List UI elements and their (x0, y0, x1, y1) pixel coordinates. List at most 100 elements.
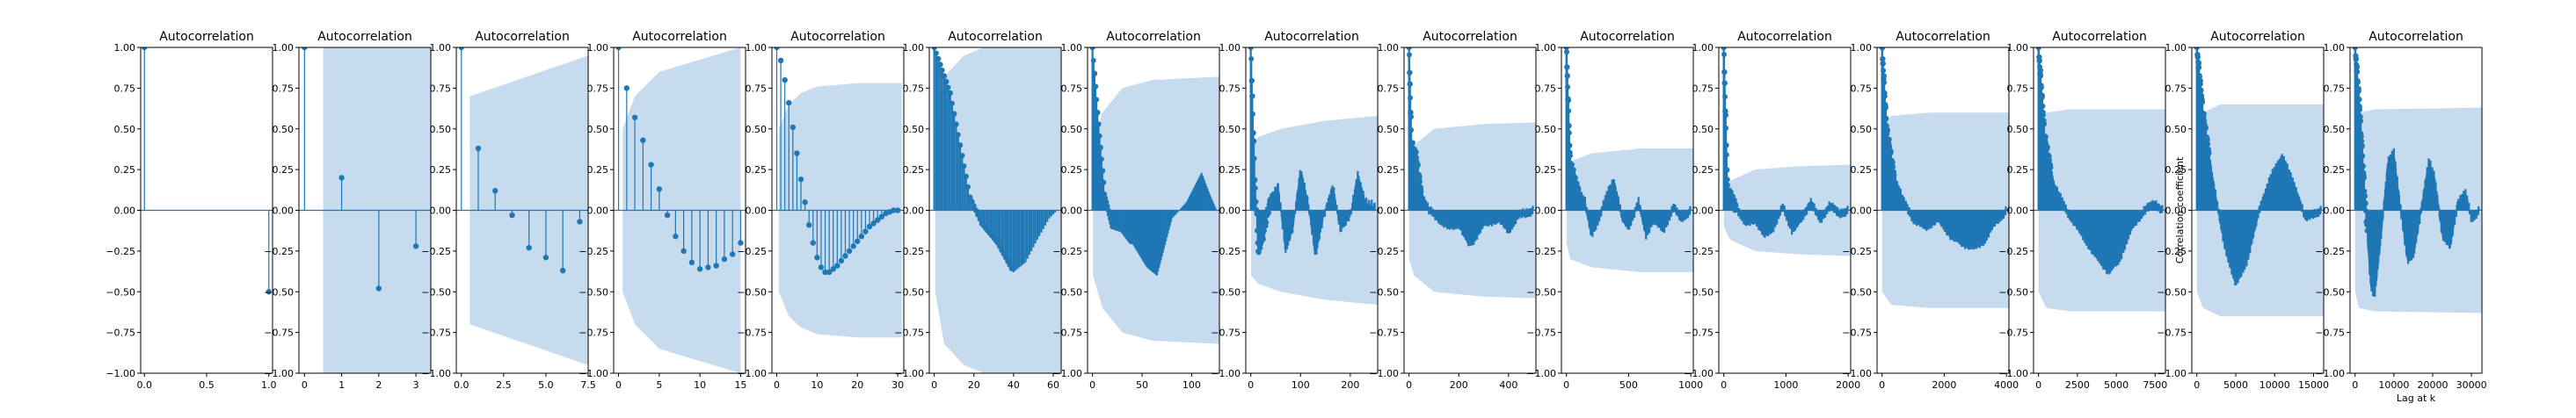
stem-marker (1097, 144, 1103, 150)
stem-marker (1408, 110, 1414, 116)
stem-marker (969, 198, 975, 205)
stem-marker (2196, 64, 2202, 70)
x-tick-label: 2000 (1836, 379, 1860, 391)
stem-marker (1252, 177, 1258, 183)
x-tick-label: 50 (1136, 379, 1148, 391)
x-tick-label: 400 (1499, 379, 1517, 391)
stem-marker (951, 111, 957, 117)
stem-marker (794, 150, 800, 156)
y-tick-label: −0.25 (894, 246, 924, 257)
stem-marker (1250, 130, 1256, 136)
stem-marker (1732, 207, 1738, 213)
stem-marker (1880, 47, 1886, 51)
x-tick-label: 1.0 (261, 379, 277, 391)
stem-marker (961, 163, 967, 169)
x-tick-label: 4000 (1994, 379, 2019, 391)
stem-marker (1564, 49, 1570, 55)
stem-marker (806, 221, 812, 228)
y-tick-label: 0.00 (903, 205, 925, 217)
panel-title: Autocorrelation (1423, 30, 1517, 44)
acf-panel-2: Autocorrelation1.000.750.500.250.00−0.25… (264, 30, 432, 391)
stem-marker (822, 269, 828, 276)
y-tick-label: −1.00 (1998, 368, 2028, 379)
stem-marker (1408, 113, 1414, 119)
panel-title: Autocorrelation (2052, 30, 2147, 44)
y-tick-label: 0.50 (587, 124, 609, 135)
stem-marker (2356, 97, 2362, 103)
stem-marker (631, 114, 638, 120)
y-tick-label: 0.50 (2007, 124, 2029, 135)
stem-marker (1881, 79, 1888, 85)
stem-marker (1407, 52, 1413, 58)
y-tick-label: 0.75 (1219, 83, 1241, 94)
y-tick-label: −0.50 (1684, 286, 1714, 298)
stem-marker (1267, 196, 1273, 202)
stem-marker (1723, 152, 1729, 158)
stem-marker (850, 243, 856, 249)
y-tick-label: −1.00 (1052, 368, 1082, 379)
stem-marker (2040, 103, 2046, 109)
stem-marker (1564, 73, 1570, 79)
stem-marker (526, 244, 532, 251)
y-tick-label: 1.00 (114, 42, 136, 54)
stem-marker (1881, 68, 1887, 74)
stem-marker (973, 207, 979, 213)
y-tick-label: 0.50 (114, 124, 136, 135)
stem-marker (2194, 54, 2201, 61)
stem-marker (1248, 55, 1255, 61)
y-tick-label: −0.50 (421, 286, 451, 298)
panel-title: Autocorrelation (632, 30, 727, 44)
y-tick-label: −0.75 (1684, 328, 1714, 339)
y-tick-label: 0.50 (1851, 124, 1873, 135)
stem-marker (2041, 121, 2048, 127)
stem-marker (688, 259, 695, 266)
acf-panel-14: Autocorrelation 1.00 0.75 0.50 0.25 0.00 −0.25… (2157, 30, 2329, 391)
panel-title: Autocorrelation (1106, 30, 1201, 44)
stem-marker (1416, 174, 1423, 180)
y-tick-label: −1.00 (1526, 368, 1556, 379)
stem-marker (1733, 203, 1739, 209)
acf-panel-3: Autocorrelation 1.00 0.75 0.50 0.25 0.00 −0.25… (421, 30, 595, 391)
x-tick-label: 0 (302, 379, 308, 391)
y-tick-label: −1.00 (1211, 368, 1241, 379)
stem-marker (1722, 94, 1728, 100)
stem-marker (2036, 47, 2041, 50)
stem-marker (640, 137, 646, 143)
stem-marker (673, 233, 679, 240)
x-tick-label: 15000 (2298, 379, 2329, 391)
stem-marker (1565, 97, 1571, 104)
stem-marker (1567, 142, 1573, 148)
stem-marker (964, 184, 971, 190)
stem-marker (949, 100, 955, 106)
stem-marker (680, 248, 687, 255)
stem-marker (1098, 156, 1104, 162)
stem-marker (1881, 93, 1888, 99)
x-tick-label: 60 (1047, 379, 1059, 391)
x-tick-label: 0 (615, 379, 622, 391)
y-tick-label: −1.00 (1684, 368, 1714, 379)
stem-series (1406, 47, 1535, 247)
x-tick-label: 7.5 (580, 379, 596, 391)
y-tick-label: −0.25 (737, 246, 767, 257)
stem-marker (492, 188, 498, 194)
stem-marker (846, 248, 853, 255)
y-tick-label: −0.75 (1842, 328, 1872, 339)
stem-marker (1415, 162, 1421, 168)
y-tick-label: 0.75 (273, 83, 295, 94)
stem-marker (1722, 112, 1728, 119)
y-tick-label: −0.50 (264, 286, 294, 298)
stem-marker (509, 212, 515, 219)
y-tick-label: −0.50 (2315, 286, 2345, 298)
x-tick-label: 0.0 (136, 379, 152, 391)
y-tick-label: 0.50 (2324, 124, 2346, 135)
stem-marker (738, 240, 744, 246)
y-tick-label: −0.50 (579, 286, 608, 298)
x-axis-label: Lag at k (2397, 393, 2436, 404)
stem-marker (2360, 153, 2366, 159)
stem-marker (1721, 47, 1727, 50)
stem-marker (2364, 227, 2370, 234)
stem-marker (1093, 83, 1099, 90)
stem-marker (1891, 172, 1897, 178)
stem-marker (1096, 133, 1102, 139)
stem-marker (1106, 212, 1112, 218)
